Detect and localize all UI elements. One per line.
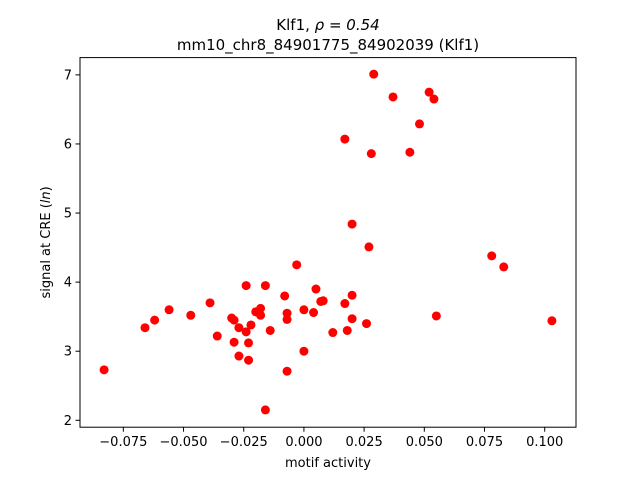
data-point-41 [362, 319, 372, 329]
chart-title-line1: Klf1, ρ = 0.54 [276, 16, 379, 34]
x-tick-label: 0.025 [346, 435, 383, 450]
x-tick-label: −0.050 [159, 435, 207, 450]
x-tick-label: −0.075 [99, 435, 147, 450]
data-point-40 [347, 314, 357, 324]
data-point-9 [229, 337, 239, 347]
x-tick-label: 0.075 [466, 435, 503, 450]
data-point-39 [347, 290, 357, 300]
data-point-53 [547, 316, 557, 326]
data-point-51 [487, 251, 497, 261]
y-tick-label: 4 [64, 276, 72, 291]
data-point-26 [282, 366, 292, 376]
data-point-36 [340, 299, 350, 309]
y-tick-label: 7 [64, 68, 72, 83]
y-axis-label: signal at CRE (ln) [39, 186, 54, 298]
data-point-42 [364, 242, 374, 252]
data-point-37 [342, 325, 352, 335]
data-point-52 [499, 262, 509, 272]
chart-title-line2: mm10_chr8_84901775_84902039 (Klf1) [177, 36, 479, 55]
data-point-5 [205, 298, 215, 308]
y-tick-label: 6 [64, 137, 72, 152]
data-point-31 [311, 284, 321, 294]
data-point-2 [150, 315, 160, 325]
data-point-18 [256, 303, 266, 313]
x-axis-ticks: −0.075 −0.050 −0.025 0.000 0.025 0.050 0.075 0.… [99, 427, 563, 450]
data-point-6 [212, 331, 222, 341]
x-tick-label: −0.025 [220, 435, 268, 450]
data-point-1 [140, 323, 150, 333]
data-point-14 [244, 338, 254, 348]
data-point-33 [318, 296, 328, 306]
data-point-12 [241, 281, 251, 291]
y-tick-label: 3 [64, 345, 72, 360]
data-point-10 [234, 351, 244, 361]
data-point-16 [246, 320, 256, 330]
data-point-13 [241, 327, 251, 337]
data-point-38 [347, 219, 357, 229]
data-point-43 [366, 149, 376, 159]
data-point-25 [282, 314, 292, 324]
data-point-8 [229, 315, 239, 325]
data-point-20 [260, 281, 270, 291]
data-point-27 [292, 260, 302, 270]
x-tick-label: 0.100 [526, 435, 563, 450]
y-tick-label: 5 [64, 207, 72, 222]
data-point-22 [265, 325, 275, 335]
data-points [99, 69, 557, 415]
data-point-3 [164, 305, 174, 315]
data-point-44 [369, 69, 379, 79]
data-point-0 [99, 365, 109, 375]
data-point-35 [340, 134, 350, 144]
x-axis-label: motif activity [285, 456, 371, 471]
data-point-48 [424, 87, 434, 97]
data-point-45 [388, 92, 398, 102]
x-tick-label: 0.050 [406, 435, 443, 450]
data-point-19 [256, 310, 266, 320]
data-point-46 [405, 147, 415, 157]
data-point-49 [429, 94, 439, 104]
data-point-21 [260, 405, 270, 415]
data-point-23 [280, 291, 290, 301]
data-point-4 [186, 310, 196, 320]
data-point-29 [299, 346, 309, 356]
x-tick-label: 0.000 [285, 435, 322, 450]
data-point-28 [299, 305, 309, 315]
data-point-11 [234, 323, 244, 333]
data-point-34 [328, 328, 338, 338]
data-point-24 [282, 308, 292, 318]
data-point-30 [309, 308, 319, 318]
y-tick-label: 2 [64, 414, 72, 429]
data-point-50 [431, 311, 441, 321]
y-axis-ticks: 2 3 4 5 6 7 [64, 68, 80, 429]
data-point-47 [414, 119, 424, 129]
plot-frame [79, 57, 577, 428]
data-point-15 [244, 355, 254, 365]
